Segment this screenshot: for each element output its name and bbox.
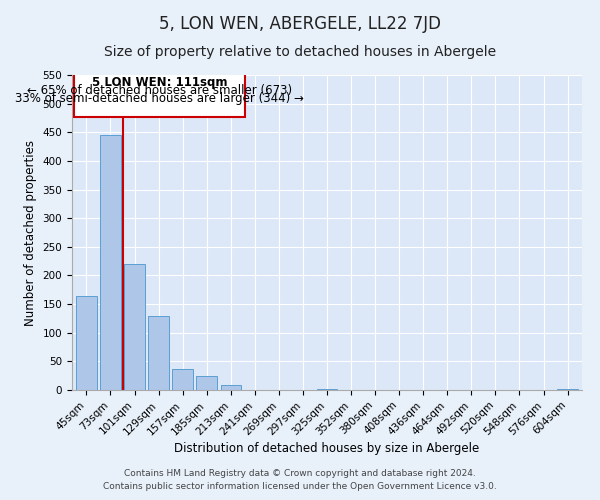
Bar [76,296,97,390]
Bar [317,389,337,390]
Text: 5 LON WEN: 111sqm: 5 LON WEN: 111sqm [92,76,227,89]
Bar [221,386,241,390]
Bar [148,316,169,390]
Text: 33% of semi-detached houses are larger (344) →: 33% of semi-detached houses are larger (… [16,92,304,104]
Bar [196,376,217,390]
X-axis label: Distribution of detached houses by size in Abergele: Distribution of detached houses by size … [175,442,479,455]
Bar [557,389,578,390]
Text: ← 65% of detached houses are smaller (673): ← 65% of detached houses are smaller (67… [27,84,292,96]
Text: Size of property relative to detached houses in Abergele: Size of property relative to detached ho… [104,45,496,59]
Text: Contains public sector information licensed under the Open Government Licence v3: Contains public sector information licen… [103,482,497,491]
FancyBboxPatch shape [74,74,245,118]
Bar [100,135,121,390]
Bar [172,369,193,390]
Text: 5, LON WEN, ABERGELE, LL22 7JD: 5, LON WEN, ABERGELE, LL22 7JD [159,15,441,33]
Bar [124,264,145,390]
Y-axis label: Number of detached properties: Number of detached properties [24,140,37,326]
Text: Contains HM Land Registry data © Crown copyright and database right 2024.: Contains HM Land Registry data © Crown c… [124,468,476,477]
